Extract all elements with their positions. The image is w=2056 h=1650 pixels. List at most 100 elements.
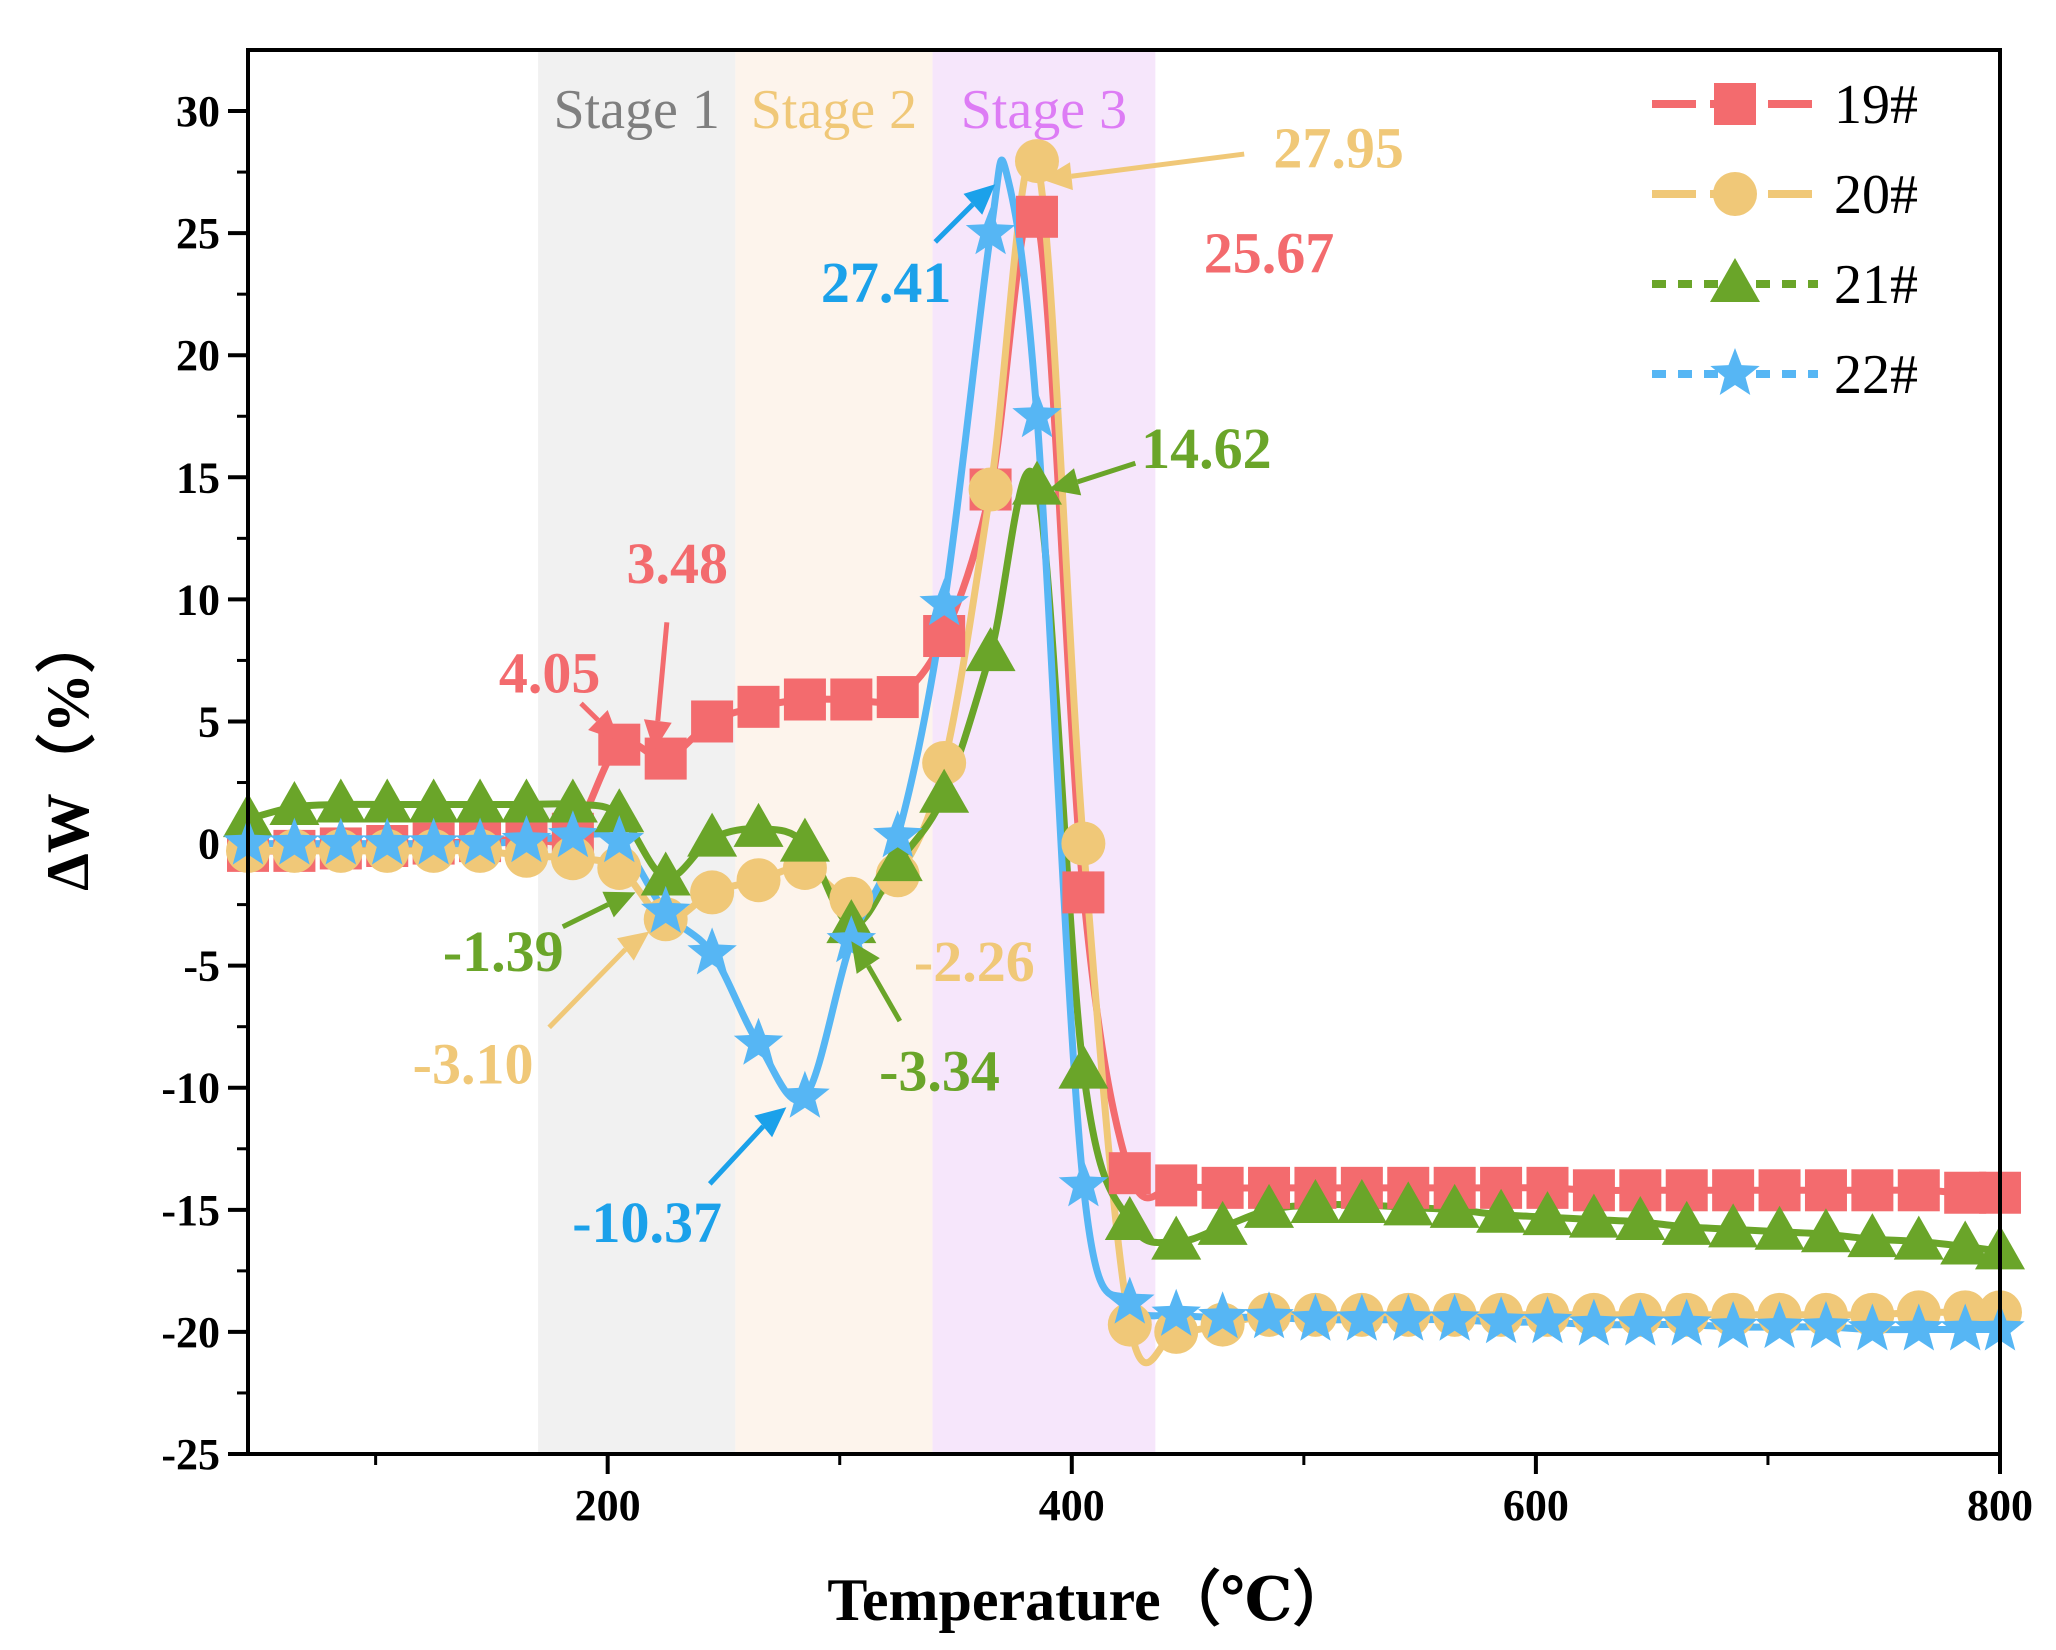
y-tick-label: -25 [161, 1430, 220, 1479]
series-19-marker [737, 685, 780, 728]
legend: 19# 20# 21# 22# [1652, 74, 1918, 406]
series-20-marker [597, 845, 642, 890]
series-21-marker [872, 837, 923, 882]
x-tick-label: 600 [1503, 1481, 1569, 1530]
y-tick-label: -15 [161, 1186, 220, 1235]
annotation-4-arrow-line [1076, 460, 1137, 485]
series-22-marker [269, 817, 320, 865]
series-22-marker [1476, 1296, 1526, 1344]
annotation-11-arrow-line [707, 1124, 766, 1186]
series-21-markers [223, 460, 2025, 1270]
legend-20-marker [1713, 172, 1757, 216]
series-22-marker [1244, 1291, 1294, 1339]
series-20-marker [968, 467, 1013, 512]
series-22-marker [780, 1070, 830, 1118]
series-22-marker [1290, 1293, 1341, 1341]
annotations: 27.95 25.67 27.41 14.62 3.48 4.05 -1.39 -2.26 -3… [413, 116, 1404, 1255]
legend-22-label: 22# [1834, 344, 1918, 406]
series-22-marker [1429, 1293, 1480, 1341]
y-tick-label: 20 [176, 331, 220, 380]
series-19-marker [876, 676, 919, 719]
annotation-1-arrow-head [1041, 162, 1073, 191]
y-tick-label: 15 [176, 453, 220, 502]
series-22-marker [1801, 1301, 1851, 1349]
series-19-marker [1062, 871, 1105, 914]
series-19-marker [1897, 1169, 1940, 1212]
annotation-7-arrow-head [602, 891, 636, 918]
series-21-marker [1244, 1183, 1295, 1228]
stage-label-2: Stage 2 [751, 79, 917, 141]
y-tick-label: -10 [161, 1064, 220, 1113]
series-22-marker [733, 1017, 784, 1065]
series-21-marker [1058, 1044, 1109, 1089]
series-19-marker [691, 700, 734, 743]
series-22-marker [1940, 1303, 1990, 1351]
series-21-marker [640, 851, 691, 896]
y-tick-label: -20 [161, 1308, 220, 1357]
series-22-marker [965, 207, 1016, 255]
annotation-10-label: -3.34 [879, 1039, 1000, 1104]
annotation-1-arrow-line [1071, 151, 1245, 179]
annotation-9-label: -3.10 [413, 1031, 534, 1096]
series-21-marker [1754, 1205, 1805, 1250]
legend-21-label: 21# [1834, 254, 1918, 316]
series-22-marker [641, 885, 691, 933]
series-22-marker [594, 815, 644, 863]
series-21-marker [1847, 1213, 1898, 1258]
series-22-marker [687, 927, 737, 975]
series-19-marker [1758, 1169, 1801, 1212]
series-22-marker [408, 817, 459, 865]
series-21-marker [408, 778, 459, 823]
series-22-marker [1662, 1298, 1712, 1346]
annotation-6-arrow-head [588, 710, 620, 742]
series-21-marker [1615, 1196, 1666, 1241]
axes: -25 -20 -15 -10 -5 0 5 10 15 20 25 30 200 400 600 800 [161, 87, 2033, 1530]
series-22-marker [1569, 1298, 1619, 1346]
series-21-marker [1800, 1208, 1851, 1253]
annotation-6-label: 4.05 [499, 641, 601, 706]
annotation-10-arrow-line [866, 964, 903, 1023]
series-20-marker [504, 833, 549, 878]
series-19-marker [644, 737, 687, 780]
plot-frame [246, 48, 2002, 1456]
series-22-marker [455, 817, 505, 865]
annotation-3-arrow-line [933, 202, 975, 244]
y-tick-label: 30 [176, 87, 220, 136]
series-22-marker [1197, 1291, 1248, 1339]
series-21-marker [1104, 1196, 1155, 1241]
series-21-marker [1476, 1188, 1527, 1233]
series-21-marker [594, 788, 645, 833]
annotation-11-arrow-head [754, 1107, 787, 1138]
y-tick-label: 25 [176, 209, 220, 258]
series-21-marker [1661, 1200, 1712, 1245]
series-21-marker [1151, 1215, 1202, 1260]
series-21-marker [779, 817, 830, 862]
stage-band-2 [735, 50, 933, 1454]
annotation-7-arrow-line [561, 902, 610, 929]
legend-19-marker [1714, 83, 1756, 125]
annotation-5-arrow-line [655, 622, 670, 722]
y-tick-label: 5 [198, 697, 220, 746]
series-21-marker [1940, 1220, 1991, 1265]
series-21-marker [1197, 1200, 1248, 1245]
series-21-marker [455, 778, 506, 823]
annotation-10-arrow-head [851, 941, 880, 974]
marker-layer [223, 139, 2025, 1354]
annotation-5-arrow-head [643, 719, 672, 751]
x-tick-label: 400 [1039, 1481, 1105, 1530]
series-20-marker [736, 858, 781, 903]
series-20-marker [1061, 821, 1106, 866]
series-22-marker [362, 817, 412, 865]
stage-label-3: Stage 3 [961, 79, 1127, 141]
legend-19-label: 19# [1834, 74, 1918, 136]
annotation-9-arrow-head [617, 931, 650, 961]
stage-label-1: Stage 1 [553, 79, 719, 141]
series-21-marker [733, 802, 784, 847]
series-21-marker [1568, 1193, 1619, 1238]
series-21-marker [1708, 1203, 1759, 1248]
annotation-7-label: -1.39 [443, 919, 564, 984]
series-22-marker [1708, 1301, 1758, 1349]
y-tick-label: 10 [176, 575, 220, 624]
series-22-marker [548, 810, 598, 858]
